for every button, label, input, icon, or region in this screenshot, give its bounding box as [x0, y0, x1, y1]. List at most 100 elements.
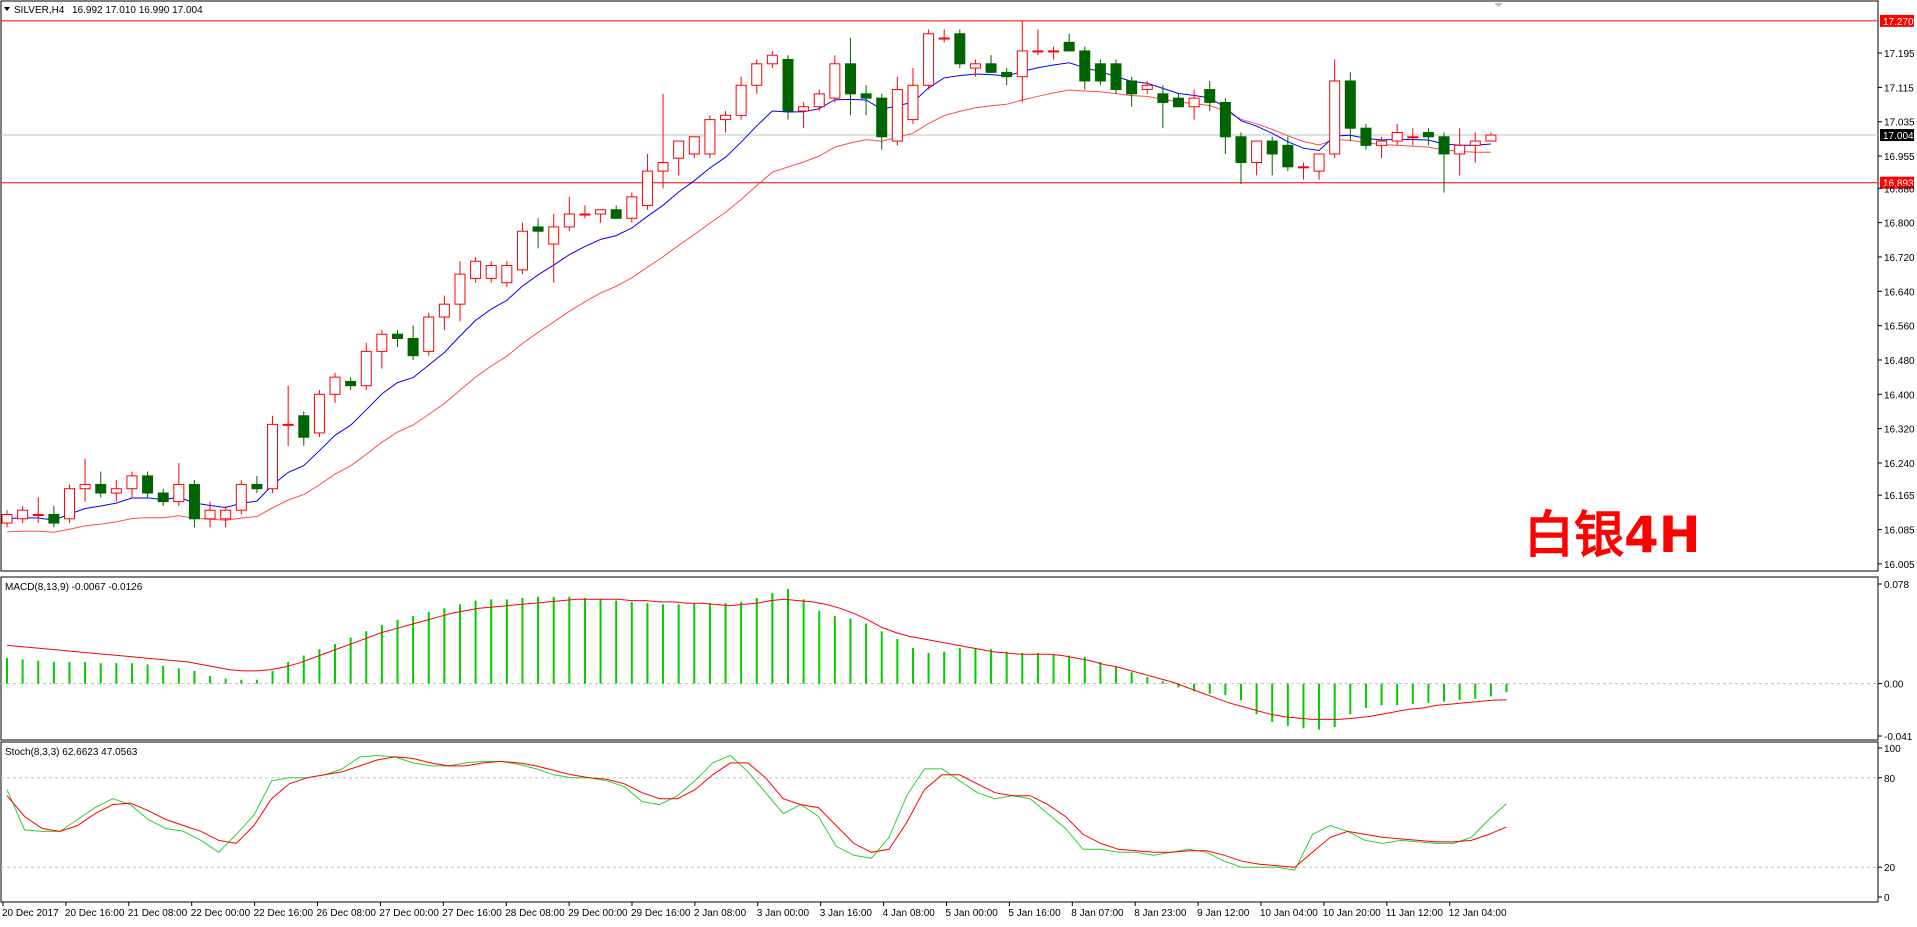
candle [735, 76, 747, 120]
time-axis-tick-label: 26 Dec 08:00 [317, 908, 377, 919]
price-axis-tick-label: 16.955 [1884, 152, 1915, 163]
stoch-axis-tick-label: 0 [1884, 893, 1890, 904]
candle-body [1376, 140, 1388, 146]
candle-body [95, 483, 107, 494]
candle-body [392, 333, 403, 340]
candle [626, 192, 638, 223]
candle-body [876, 97, 888, 138]
candle [985, 55, 997, 73]
candle [17, 505, 29, 524]
candle [579, 205, 591, 219]
stoch-axis-tick-label: 20 [1884, 863, 1896, 874]
price-axis-tick-label: 16.085 [1884, 526, 1915, 537]
candle-body [860, 93, 872, 99]
candle-body [1219, 101, 1231, 138]
candle [1422, 128, 1434, 146]
candle [470, 256, 482, 283]
price-axis-tick-label: 16.480 [1884, 356, 1915, 367]
price-pane-frame [0, 0, 1879, 572]
stoch-axis-tick-label: 80 [1884, 774, 1896, 785]
price-axis-tick-label: 16.800 [1884, 219, 1915, 230]
time-axis-tick-label: 29 Dec 16:00 [631, 908, 691, 919]
candle [954, 29, 966, 69]
candle-body [1188, 97, 1200, 108]
ma-slow-line [6, 89, 1491, 533]
macd-pane [1, 589, 1878, 730]
macd-pane-frame [0, 576, 1879, 741]
candle [876, 93, 888, 150]
price-axis-tick-label: 16.240 [1884, 459, 1915, 470]
candle [204, 501, 216, 528]
candle-body [969, 63, 981, 69]
candle-body [1266, 140, 1278, 155]
candle-body [423, 316, 435, 352]
candle-body [32, 513, 44, 516]
ma-fast-line [6, 62, 1491, 521]
candle-body [1313, 153, 1325, 172]
time-axis-tick-label: 8 Jan 07:00 [1071, 908, 1124, 919]
time-axis-tick-label: 28 Dec 08:00 [505, 908, 565, 919]
time-axis-tick-label: 20 Dec 16:00 [65, 908, 125, 919]
candle-body [188, 483, 200, 520]
candle [907, 68, 919, 124]
candle [1454, 128, 1466, 176]
current-price-tag [1880, 129, 1914, 142]
candle [1266, 136, 1278, 176]
candle-body [1251, 140, 1263, 164]
candle [860, 85, 872, 116]
candle [595, 209, 607, 223]
candle [423, 312, 435, 356]
candle-body [298, 415, 310, 438]
time-axis-tick-label: 20 Dec 2017 [2, 908, 59, 919]
candle [1079, 46, 1091, 90]
candle-body [407, 338, 419, 357]
candle [1188, 89, 1200, 120]
level-price-tag-label: 17.270 [1883, 17, 1914, 28]
candle-body [532, 226, 544, 232]
candle-body [485, 265, 497, 279]
candle [235, 480, 247, 515]
candle-body [267, 423, 279, 490]
candle-body [454, 273, 466, 305]
candle-body [923, 33, 935, 86]
time-axis-tick-label: 10 Jan 20:00 [1323, 908, 1381, 919]
price-pane-header: SILVER,H4 16.992 17.010 16.990 17.004 [4, 5, 203, 16]
time-axis-tick-label: 2 Jan 08:00 [694, 908, 747, 919]
candle [1282, 136, 1294, 172]
price-axis-tick-label: 17.035 [1884, 118, 1915, 129]
candle [48, 505, 60, 528]
candle [782, 55, 794, 120]
dropdown-triangle-icon[interactable] [4, 7, 10, 11]
candle [438, 295, 450, 330]
candle [923, 29, 935, 90]
candle [1157, 85, 1169, 129]
candle-body [954, 33, 966, 65]
candle [376, 329, 388, 369]
candle [1469, 132, 1481, 163]
candle [79, 458, 91, 502]
macd-axis-tick-label: -0.041 [1884, 732, 1913, 743]
scroll-marker-icon [1494, 3, 1503, 7]
candle-body [376, 333, 388, 352]
candle-body [501, 265, 513, 284]
candle [798, 102, 810, 129]
candle-body [844, 63, 856, 95]
candle [95, 471, 107, 498]
candle-body [657, 162, 669, 172]
candle-body [1032, 50, 1044, 53]
candle-body [360, 350, 372, 387]
candle [392, 329, 403, 348]
candle [1204, 80, 1216, 112]
candle [1438, 132, 1450, 193]
candle [891, 76, 903, 146]
candle-body [1063, 41, 1075, 52]
candle [1032, 29, 1044, 56]
candle [142, 471, 154, 498]
candle [829, 55, 841, 103]
time-axis-tick-label: 10 Jan 04:00 [1260, 908, 1318, 919]
price-axis-tick-label: 16.005 [1884, 560, 1915, 571]
time-axis-tick-label: 27 Dec 00:00 [379, 908, 439, 919]
candle-body [766, 54, 778, 65]
candle [298, 411, 310, 446]
candle [1297, 162, 1309, 180]
